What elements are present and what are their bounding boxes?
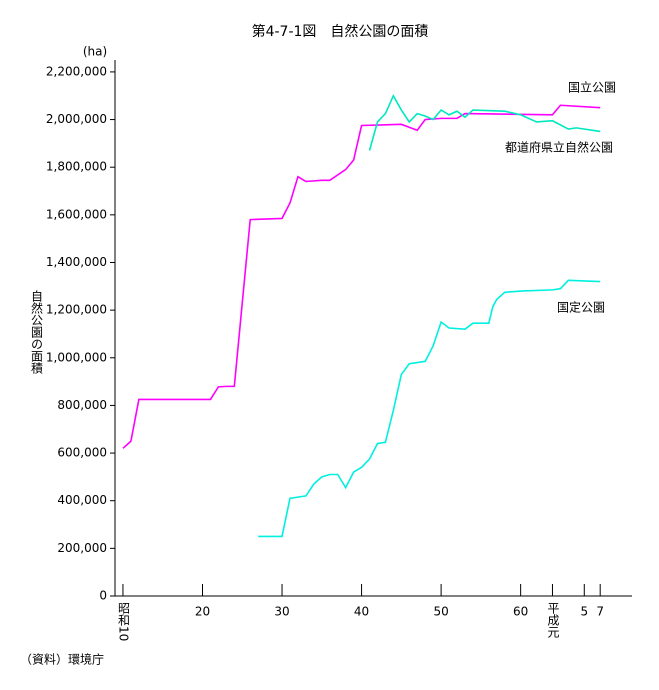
y-tick-label: 2,200,000 [46, 64, 107, 78]
y-tick-label: 400,000 [57, 493, 107, 507]
series-label: 都道府県立自然公園 [505, 140, 613, 155]
x-tick-label: 40 [354, 605, 369, 619]
source: （資料）環境庁 [20, 652, 104, 667]
y-tick-label: 600,000 [57, 446, 107, 460]
x-tick-label: 30 [274, 605, 289, 619]
series-line [122, 104, 601, 449]
y-axis-label: 自然公園の面積 [30, 290, 44, 375]
y-tick-label: 1,000,000 [46, 350, 107, 364]
y-tick-label: 1,200,000 [46, 303, 107, 317]
x-tick-label: 50 [433, 605, 448, 619]
y-tick-label: 2,000,000 [46, 112, 107, 126]
y-tick-label: 800,000 [57, 398, 107, 412]
y-tick-label: 1,800,000 [46, 160, 107, 174]
y-tick-label: 1,400,000 [46, 255, 107, 269]
series-line [258, 279, 601, 538]
series-line [368, 93, 601, 151]
y-tick-label: 1,600,000 [46, 207, 107, 221]
y-tick-label: 200,000 [57, 541, 107, 555]
series-label: 国定公園 [557, 300, 605, 315]
x-tick-label: 60 [513, 605, 528, 619]
x-tick-label: 5 [580, 605, 588, 619]
chart-title: 第4-7-1図 自然公園の面積 [252, 23, 429, 40]
x-tick-label: 7 [596, 605, 604, 619]
series-label: 国立公園 [568, 80, 616, 95]
y-tick-label: 0 [99, 589, 107, 603]
x-tick-label: 20 [195, 605, 210, 619]
x-tick-label: 昭和10 [116, 602, 130, 641]
x-tick-label: 平成元 [546, 602, 560, 639]
y-unit: (ha) [83, 45, 107, 59]
